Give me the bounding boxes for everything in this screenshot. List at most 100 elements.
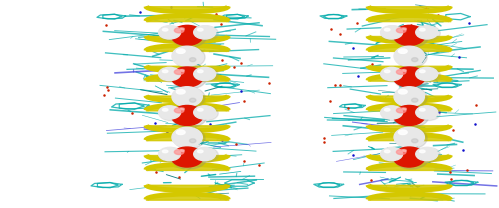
Ellipse shape [190,58,196,62]
Ellipse shape [172,46,202,66]
Ellipse shape [194,147,216,161]
Ellipse shape [171,105,203,125]
Ellipse shape [171,147,203,167]
Ellipse shape [396,28,406,33]
Ellipse shape [395,47,427,68]
Ellipse shape [163,70,168,73]
Ellipse shape [173,47,205,68]
Ellipse shape [174,69,184,74]
Ellipse shape [416,26,438,39]
Ellipse shape [159,147,181,161]
Ellipse shape [412,98,418,102]
Ellipse shape [159,67,183,82]
Ellipse shape [159,106,183,121]
Ellipse shape [176,130,185,135]
Ellipse shape [381,67,403,81]
Ellipse shape [172,87,202,107]
Ellipse shape [174,28,184,33]
Ellipse shape [163,28,168,31]
Ellipse shape [416,147,438,161]
Ellipse shape [194,26,216,39]
Ellipse shape [194,67,218,82]
Ellipse shape [416,67,440,82]
Ellipse shape [198,150,203,153]
Ellipse shape [398,89,407,94]
Ellipse shape [194,147,218,162]
Ellipse shape [398,49,407,53]
Ellipse shape [172,105,207,128]
Ellipse shape [412,139,418,143]
Ellipse shape [173,128,205,149]
Ellipse shape [394,127,424,147]
Ellipse shape [393,147,425,167]
Ellipse shape [381,147,403,161]
Ellipse shape [394,67,429,89]
Ellipse shape [416,147,440,162]
Ellipse shape [396,150,406,155]
Ellipse shape [416,106,438,119]
Ellipse shape [394,87,424,107]
Ellipse shape [420,150,425,153]
Ellipse shape [180,108,184,110]
Ellipse shape [172,147,207,169]
Ellipse shape [381,147,405,162]
Ellipse shape [384,70,390,73]
Ellipse shape [194,67,216,81]
Ellipse shape [159,67,181,81]
Ellipse shape [159,147,183,162]
Ellipse shape [396,108,406,113]
Ellipse shape [172,127,202,147]
Ellipse shape [198,108,203,111]
Ellipse shape [171,67,203,87]
Ellipse shape [396,69,406,74]
Ellipse shape [198,70,203,73]
Ellipse shape [381,26,403,39]
Ellipse shape [381,67,405,82]
Ellipse shape [393,105,425,125]
Ellipse shape [416,106,440,121]
Ellipse shape [416,26,440,41]
Ellipse shape [381,26,405,41]
Ellipse shape [159,106,181,119]
Ellipse shape [420,108,425,111]
Ellipse shape [402,108,406,110]
Ellipse shape [394,46,424,66]
Ellipse shape [194,106,216,119]
Ellipse shape [393,67,425,87]
Ellipse shape [395,87,427,108]
Ellipse shape [394,105,429,128]
Ellipse shape [171,25,203,45]
Ellipse shape [398,130,407,135]
Ellipse shape [393,25,425,45]
Ellipse shape [394,25,429,47]
Ellipse shape [420,28,425,31]
Ellipse shape [384,28,390,31]
Ellipse shape [163,108,168,111]
Ellipse shape [416,67,438,81]
Ellipse shape [172,25,207,47]
Ellipse shape [190,139,196,143]
Ellipse shape [420,70,425,73]
Ellipse shape [173,87,205,108]
Ellipse shape [180,150,184,152]
Ellipse shape [402,150,406,152]
Ellipse shape [190,98,196,102]
Ellipse shape [384,108,390,111]
Ellipse shape [163,150,168,153]
Ellipse shape [180,28,184,30]
Ellipse shape [174,150,184,155]
Ellipse shape [194,26,218,41]
Ellipse shape [172,67,207,89]
Ellipse shape [159,26,183,41]
Ellipse shape [159,26,181,39]
Ellipse shape [381,106,405,121]
Ellipse shape [194,106,218,121]
Ellipse shape [176,49,185,53]
Ellipse shape [180,69,184,72]
Ellipse shape [174,108,184,113]
Ellipse shape [384,150,390,153]
Ellipse shape [402,69,406,72]
Ellipse shape [395,128,427,149]
Ellipse shape [198,28,203,31]
Ellipse shape [412,58,418,62]
